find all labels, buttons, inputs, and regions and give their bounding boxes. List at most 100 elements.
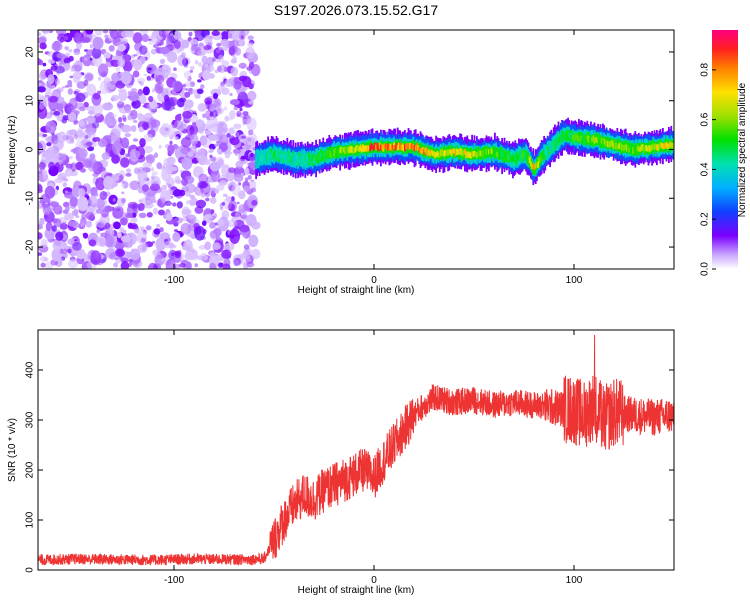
noise-blob — [69, 75, 74, 79]
track-cell — [266, 152, 268, 160]
noise-blob — [148, 95, 154, 103]
noise-blob — [39, 217, 45, 226]
noise-blob — [78, 120, 85, 127]
noise-blob — [234, 80, 238, 85]
track-cell — [582, 135, 585, 142]
y-tick-label: 100 — [25, 511, 36, 528]
noise-blob — [54, 177, 64, 184]
track-cell — [660, 142, 663, 148]
track-cell — [478, 150, 481, 157]
y-tick-label: -20 — [25, 239, 36, 254]
track-cell — [563, 133, 566, 140]
noise-blob — [209, 154, 213, 158]
track-cell — [407, 144, 410, 150]
noise-blob — [183, 239, 193, 252]
noise-blob — [150, 129, 154, 133]
noise-blob — [38, 169, 43, 175]
track-cell — [496, 151, 499, 157]
track-cell — [579, 136, 581, 143]
noise-blob — [121, 191, 125, 195]
noise-blob — [75, 161, 84, 171]
track-cell — [485, 148, 488, 156]
noise-blob — [70, 67, 75, 72]
noise-blob — [235, 160, 244, 169]
noise-blob — [143, 73, 148, 77]
noise-blob — [59, 248, 65, 255]
noise-blob — [203, 255, 209, 260]
noise-blob — [209, 148, 214, 153]
track-cell — [610, 140, 613, 146]
noise-blob — [38, 184, 43, 192]
noise-blob — [210, 209, 215, 215]
track-cell — [500, 151, 502, 158]
track-cell — [603, 138, 605, 144]
track-cell — [581, 137, 584, 143]
noise-blob — [188, 31, 193, 37]
noise-blob — [116, 208, 121, 212]
noise-blob — [214, 189, 219, 194]
noise-blob — [107, 227, 113, 233]
track-cell — [491, 149, 494, 155]
track-cell — [389, 143, 392, 150]
track-cell — [664, 143, 667, 149]
figure-title: S197.2026.073.15.52.G17 — [274, 2, 438, 18]
noise-blob — [246, 214, 257, 227]
noise-blob — [150, 167, 155, 172]
noise-blob — [194, 43, 199, 47]
snr-series-line — [38, 334, 674, 566]
noise-blob — [105, 135, 112, 140]
noise-blob — [69, 136, 74, 143]
noise-blob — [230, 58, 237, 64]
colorbar-tick-label: 0.4 — [700, 162, 711, 176]
noise-blob — [197, 79, 202, 83]
noise-blob — [197, 103, 207, 112]
noise-blob — [210, 169, 220, 183]
noise-blob — [54, 78, 61, 85]
noise-blob — [171, 80, 183, 92]
track-cell — [381, 144, 383, 150]
noise-blob — [78, 188, 86, 198]
track-cell — [376, 142, 379, 150]
noise-blob — [132, 138, 139, 142]
noise-blob — [49, 201, 60, 208]
y-tick-label: 300 — [25, 411, 36, 428]
track-cell — [574, 134, 577, 140]
track-cell — [399, 142, 401, 150]
noise-blob — [209, 161, 221, 172]
track-cell — [584, 135, 586, 141]
noise-blob — [194, 206, 204, 214]
track-cell — [443, 150, 446, 157]
track-cell — [588, 137, 591, 144]
noise-blob — [72, 71, 83, 80]
track-cell — [386, 144, 388, 151]
track-cell — [466, 151, 469, 158]
track-cell — [621, 144, 623, 151]
track-cell — [429, 150, 431, 157]
x-tick-label: 100 — [566, 575, 583, 586]
noise-blob — [210, 197, 217, 204]
spectrogram-y-ticks: -20 -10 0 10 20 — [25, 46, 674, 254]
track-cell — [340, 146, 343, 154]
noise-blob — [190, 134, 199, 145]
track-cell — [294, 155, 297, 162]
noise-blob — [133, 120, 138, 123]
track-cell — [650, 145, 652, 151]
noise-blob — [223, 106, 228, 111]
track-cell — [293, 155, 296, 162]
noise-blob — [97, 63, 109, 78]
noise-blob — [247, 90, 257, 101]
noise-blob — [175, 179, 182, 184]
track-cell — [656, 144, 658, 150]
noise-blob — [174, 252, 181, 259]
track-cell — [576, 135, 579, 142]
noise-blob — [182, 110, 193, 119]
noise-blob — [61, 118, 68, 124]
noise-blob — [120, 217, 128, 226]
noise-blob — [218, 46, 224, 50]
noise-blob — [238, 204, 247, 213]
noise-blob — [38, 202, 42, 208]
noise-blob — [164, 200, 172, 206]
noise-blob — [85, 105, 95, 112]
noise-blob — [67, 220, 77, 227]
track-cell — [455, 148, 458, 155]
